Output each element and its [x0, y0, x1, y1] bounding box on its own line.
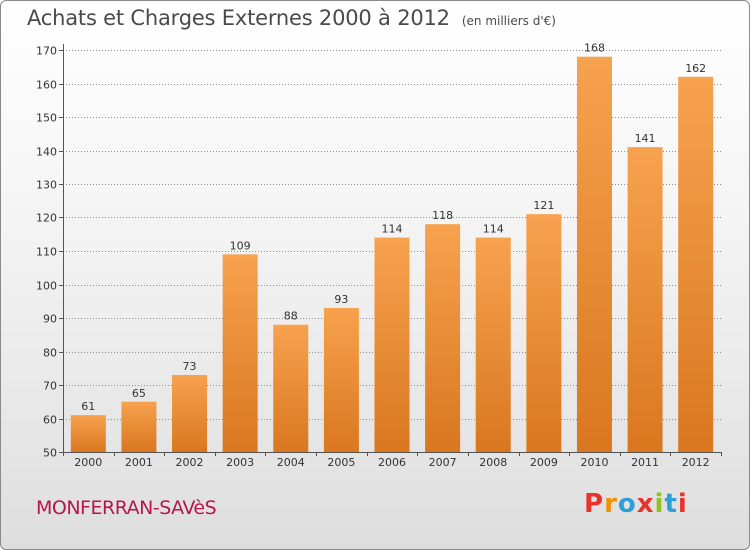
town-name: MONFERRAN-SAVèS: [36, 497, 217, 519]
data-label: 61: [81, 400, 95, 413]
data-label: 109: [230, 239, 251, 252]
data-label: 73: [183, 360, 197, 373]
x-tick-label: 2011: [631, 456, 659, 469]
brand-letter: o: [617, 489, 637, 519]
data-label: 162: [685, 62, 706, 75]
bar-2010: [576, 56, 612, 452]
axes: [59, 44, 722, 456]
x-tick-label: 2001: [125, 456, 153, 469]
data-label: 121: [533, 199, 554, 212]
x-tick-label: 2003: [226, 456, 254, 469]
chart-title: Achats et Charges Externes 2000 à 2012 (e…: [27, 6, 556, 30]
y-tick-label: 110: [36, 246, 57, 259]
y-tick-label: 60: [43, 414, 57, 427]
data-label: 118: [432, 209, 453, 222]
x-tick-label: 2006: [378, 456, 406, 469]
data-label: 114: [382, 223, 403, 236]
x-tick-label: 2007: [429, 456, 457, 469]
y-tick-label: 130: [36, 179, 57, 192]
bar-2002: [172, 374, 208, 452]
y-tick-label: 160: [36, 79, 57, 92]
y-tick-label: 100: [36, 280, 57, 293]
data-label: 141: [635, 132, 656, 145]
x-tick-label: 2010: [580, 456, 608, 469]
labels: 50 60 70 80 90 100 110 120 130 140 150 160 170 61 2000…: [36, 42, 710, 469]
x-tick-label: 2002: [176, 456, 204, 469]
brand-letter: P: [584, 489, 605, 519]
brand-letter: x: [636, 489, 655, 519]
y-tick-label: 140: [36, 146, 57, 159]
chart-title-text: Achats et Charges Externes 2000 à 2012: [27, 6, 450, 30]
bar-2008: [475, 237, 511, 452]
data-label: 65: [132, 387, 146, 400]
bar-2007: [425, 224, 461, 452]
y-tick-label: 120: [36, 212, 57, 225]
brand-letter: r: [604, 489, 618, 519]
bar-2001: [121, 401, 157, 452]
bar-2009: [526, 214, 562, 452]
y-tick-label: 50: [43, 447, 57, 460]
y-tick-label: 80: [43, 347, 57, 360]
bars: [70, 56, 714, 453]
y-tick-label: 150: [36, 112, 57, 125]
data-label: 93: [334, 293, 348, 306]
bar-2004: [273, 324, 309, 452]
bar-2006: [374, 237, 410, 452]
data-label: 114: [483, 223, 504, 236]
brand-letter: i: [654, 489, 665, 519]
bar-2012: [678, 76, 714, 453]
y-tick-label: 90: [43, 313, 57, 326]
x-tick-label: 2000: [74, 456, 102, 469]
chart-unit: (en milliers d'€): [461, 14, 556, 28]
bar-2003: [222, 254, 258, 452]
x-tick-label: 2009: [530, 456, 558, 469]
brand-letter: t: [664, 489, 678, 519]
x-tick-label: 2004: [277, 456, 305, 469]
brand-letter: i: [677, 489, 688, 519]
bar-2000: [70, 415, 106, 452]
bar-2005: [323, 307, 359, 452]
proxiti-logo: Proxiti: [584, 489, 688, 519]
data-label: 88: [284, 310, 298, 323]
x-tick-label: 2012: [682, 456, 710, 469]
bar-2011: [627, 147, 663, 452]
y-tick-label: 170: [36, 45, 57, 58]
data-label: 168: [584, 42, 605, 55]
x-tick-label: 2005: [327, 456, 355, 469]
y-tick-label: 70: [43, 380, 57, 393]
x-tick-label: 2008: [479, 456, 507, 469]
